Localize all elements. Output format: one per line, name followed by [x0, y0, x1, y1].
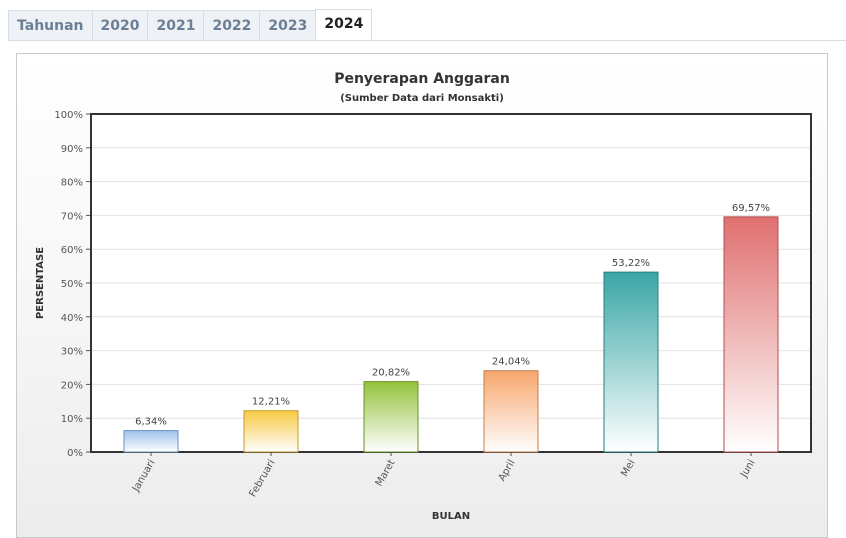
tab-2020[interactable]: 2020 [91, 10, 149, 41]
y-tick-label: 10% [61, 414, 83, 425]
bar-value-label: 12,21% [252, 397, 290, 408]
x-tick-label: April [497, 458, 518, 483]
chart-title: Penyerapan Anggaran [334, 71, 510, 87]
bar-value-label: 24,04% [492, 357, 530, 368]
bar-februari [243, 410, 299, 453]
y-tick-label: 80% [61, 178, 83, 189]
x-tick-label: Februari [247, 458, 277, 499]
chart-subtitle: (Sumber Data dari Monsakti) [340, 93, 504, 104]
bar-juni [723, 216, 779, 453]
y-tick-label: 70% [61, 211, 83, 222]
x-tick-label: Januari [130, 458, 157, 494]
tab-2022[interactable]: 2022 [203, 10, 261, 41]
x-tick-label: Mei [619, 458, 637, 479]
tab-2023[interactable]: 2023 [259, 10, 317, 41]
y-tick-label: 40% [61, 313, 83, 324]
y-tick-label: 0% [67, 448, 83, 459]
chart-container: Penyerapan Anggaran (Sumber Data dari Mon… [16, 53, 828, 538]
plot-border [90, 113, 812, 453]
y-tick-label: 20% [61, 380, 83, 391]
x-tick-label: Juni [738, 458, 757, 480]
bar-mei [603, 271, 659, 453]
y-tick-label: 100% [54, 110, 83, 121]
bar-april [483, 370, 539, 453]
y-axis-label: PERSENTASE [35, 247, 46, 319]
tab-tahunan[interactable]: Tahunan [8, 10, 93, 41]
bar-value-label: 6,34% [135, 417, 167, 428]
tab-2021[interactable]: 2021 [147, 10, 205, 41]
bar-maret [363, 381, 419, 453]
bar-value-label: 53,22% [612, 258, 650, 269]
y-tick-label: 30% [61, 347, 83, 358]
bar-chart: Penyerapan Anggaran (Sumber Data dari Mon… [35, 71, 812, 522]
bar-value-label: 20,82% [372, 368, 410, 379]
tab-2024[interactable]: 2024 [315, 9, 373, 41]
y-tick-label: 50% [61, 279, 83, 290]
x-axis-label: BULAN [432, 511, 470, 522]
year-tabs: Tahunan 2020 2021 2022 2023 2024 [8, 9, 373, 41]
tab-divider [8, 40, 846, 41]
bar-value-label: 69,57% [732, 203, 770, 214]
y-tick-label: 90% [61, 144, 83, 155]
y-tick-label: 60% [61, 245, 83, 256]
bar-januari [123, 430, 179, 453]
x-tick-label: Maret [374, 458, 398, 488]
